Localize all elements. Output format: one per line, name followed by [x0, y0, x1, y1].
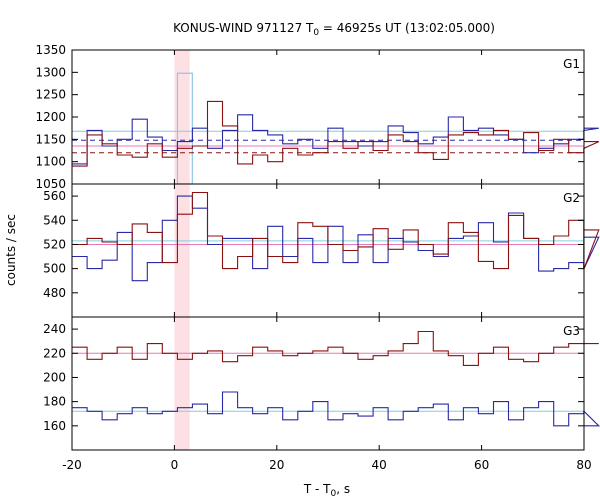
panel-label: G3	[563, 324, 580, 338]
x-axis: -20 0 20 40 60 80	[62, 458, 591, 472]
highlight-band	[174, 317, 190, 450]
panel-g3: 160 180 200 220 240 G3	[43, 316, 600, 451]
panel-frame	[71, 316, 585, 451]
x-tick-label: 20	[269, 458, 284, 472]
y-tick-label: 1250	[35, 88, 66, 102]
y-tick-label: 1100	[35, 155, 66, 169]
y-tick-label: 480	[43, 286, 66, 300]
series-line-1	[72, 191, 600, 270]
panel-frame	[71, 49, 585, 185]
x-tick-label: 40	[372, 458, 387, 472]
highlight-band	[174, 184, 190, 317]
y-tick-label: 240	[43, 322, 66, 336]
y-tick-label: 200	[43, 370, 66, 384]
x-tick-label: 60	[474, 458, 489, 472]
panel-g1: 1050 1100 1150 1200 1250 1300 1350 G1	[35, 43, 600, 191]
panel-label: G2	[563, 191, 580, 205]
x-tick-label: 80	[576, 458, 591, 472]
x-axis-label: T - T0, s	[303, 482, 350, 499]
y-tick-label: 560	[43, 189, 66, 203]
panel-g2: 480 500 520 540 560 G2	[43, 183, 600, 318]
y-tick-label: 1200	[35, 110, 66, 124]
x-tick-label: 0	[171, 458, 179, 472]
y-tick-label: 1050	[35, 177, 66, 191]
panel-label: G1	[563, 57, 580, 71]
panels-group: 1050 1100 1150 1200 1250 1300 1350 G1 480 500 520 5…	[35, 43, 600, 451]
chart-title: KONUS-WIND 971127 T0 = 46925s UT (13:02:…	[173, 21, 495, 38]
highlight-band	[174, 50, 190, 184]
series-line-0	[72, 330, 599, 366]
y-tick-label: 540	[43, 213, 66, 227]
series-line-0	[72, 195, 600, 282]
y-tick-label: 500	[43, 262, 66, 276]
x-tick-label: -20	[62, 458, 82, 472]
y-tick-label: 220	[43, 346, 66, 360]
y-tick-label: 520	[43, 237, 66, 251]
y-axis-label: counts / sec	[4, 214, 18, 286]
y-tick-label: 1150	[35, 132, 66, 146]
y-tick-label: 160	[43, 419, 66, 433]
y-tick-label: 180	[43, 395, 66, 409]
series-line-1	[72, 391, 600, 427]
series-line-1	[72, 100, 600, 167]
y-tick-label: 1350	[35, 43, 66, 57]
y-tick-label: 1300	[35, 65, 66, 79]
